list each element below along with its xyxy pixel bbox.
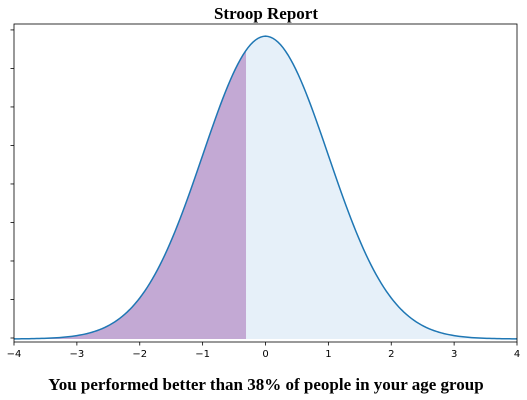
x-axis-label: You performed better than 38% of people … bbox=[48, 375, 483, 394]
full-area-fill bbox=[14, 36, 517, 339]
x-tick-label: −2 bbox=[132, 349, 147, 360]
shaded-percentile-area bbox=[14, 50, 247, 339]
x-tick-label: 3 bbox=[451, 349, 457, 360]
chart-title: Stroop Report bbox=[214, 4, 318, 23]
density-curve-line bbox=[13, 35, 518, 340]
plot-area: −4 −3 −2 −1 0 1 2 3 4 bbox=[7, 23, 520, 360]
x-axis-ticks: −4 −3 −2 −1 0 1 2 3 4 bbox=[7, 342, 520, 360]
x-tick-label: −3 bbox=[70, 349, 85, 360]
y-axis-ticks bbox=[10, 29, 14, 339]
x-tick-label: 0 bbox=[262, 349, 268, 360]
x-tick-label: −1 bbox=[195, 349, 210, 360]
x-tick-label: −4 bbox=[7, 349, 22, 360]
x-tick-label: 4 bbox=[514, 349, 520, 360]
x-tick-label: 2 bbox=[388, 349, 394, 360]
x-tick-label: 1 bbox=[325, 349, 331, 360]
